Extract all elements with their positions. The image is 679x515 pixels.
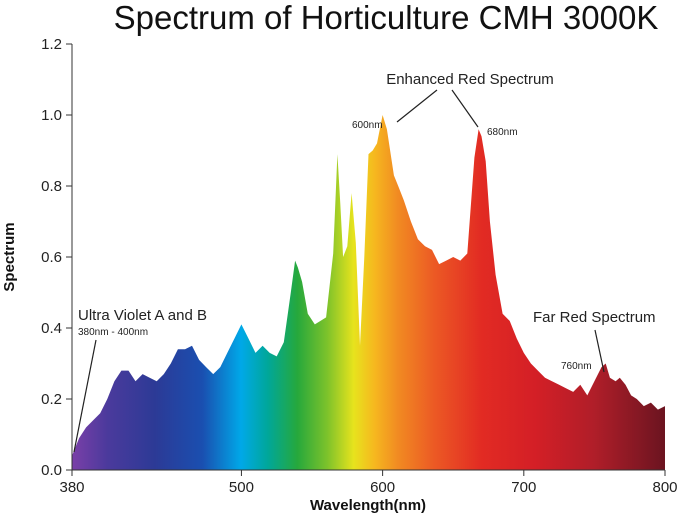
annotation-leader-far-red <box>594 329 605 373</box>
y-tick-label: 0.6 <box>41 249 62 266</box>
chart-title: Spectrum of Horticulture CMH 3000K <box>114 0 659 36</box>
y-axis-label: Spectrum <box>1 222 18 291</box>
spectrum-area <box>72 115 665 470</box>
x-tick-label: 700 <box>511 479 536 496</box>
y-ticks: 0.0 0.2 0.4 0.6 0.8 1.0 1.2 <box>41 36 72 479</box>
y-tick-label: 0.8 <box>41 178 62 195</box>
x-tick-label: 500 <box>229 479 254 496</box>
y-tick-label: 1.0 <box>41 107 62 124</box>
annotation-leader-uv <box>73 339 97 453</box>
annotation-760nm: 760nm <box>561 361 592 372</box>
x-tick-label: 600 <box>370 479 395 496</box>
y-tick-label: 0.2 <box>41 391 62 408</box>
annotations: Enhanced Red Spectrum 600nm 680nm Ultra … <box>73 71 656 453</box>
y-tick-label: 0.4 <box>41 320 62 337</box>
annotation-enhanced-red: Enhanced Red Spectrum <box>386 71 554 88</box>
x-tick-label: 800 <box>652 479 677 496</box>
annotation-680nm: 680nm <box>487 127 518 138</box>
x-tick-label: 380 <box>59 479 84 496</box>
y-tick-label: 1.2 <box>41 36 62 53</box>
annotation-uv-range: 380nm - 400nm <box>78 327 148 338</box>
annotation-leader-680 <box>451 89 479 128</box>
annotation-600nm: 600nm <box>352 120 383 131</box>
annotation-uv-ab: Ultra Violet A and B <box>78 307 207 324</box>
annotation-far-red: Far Red Spectrum <box>533 309 656 326</box>
x-ticks: 380 500 600 700 800 <box>59 470 678 496</box>
x-axis-label: Wavelength(nm) <box>310 497 426 514</box>
annotation-leader-600 <box>396 89 438 123</box>
y-tick-label: 0.0 <box>41 462 62 479</box>
